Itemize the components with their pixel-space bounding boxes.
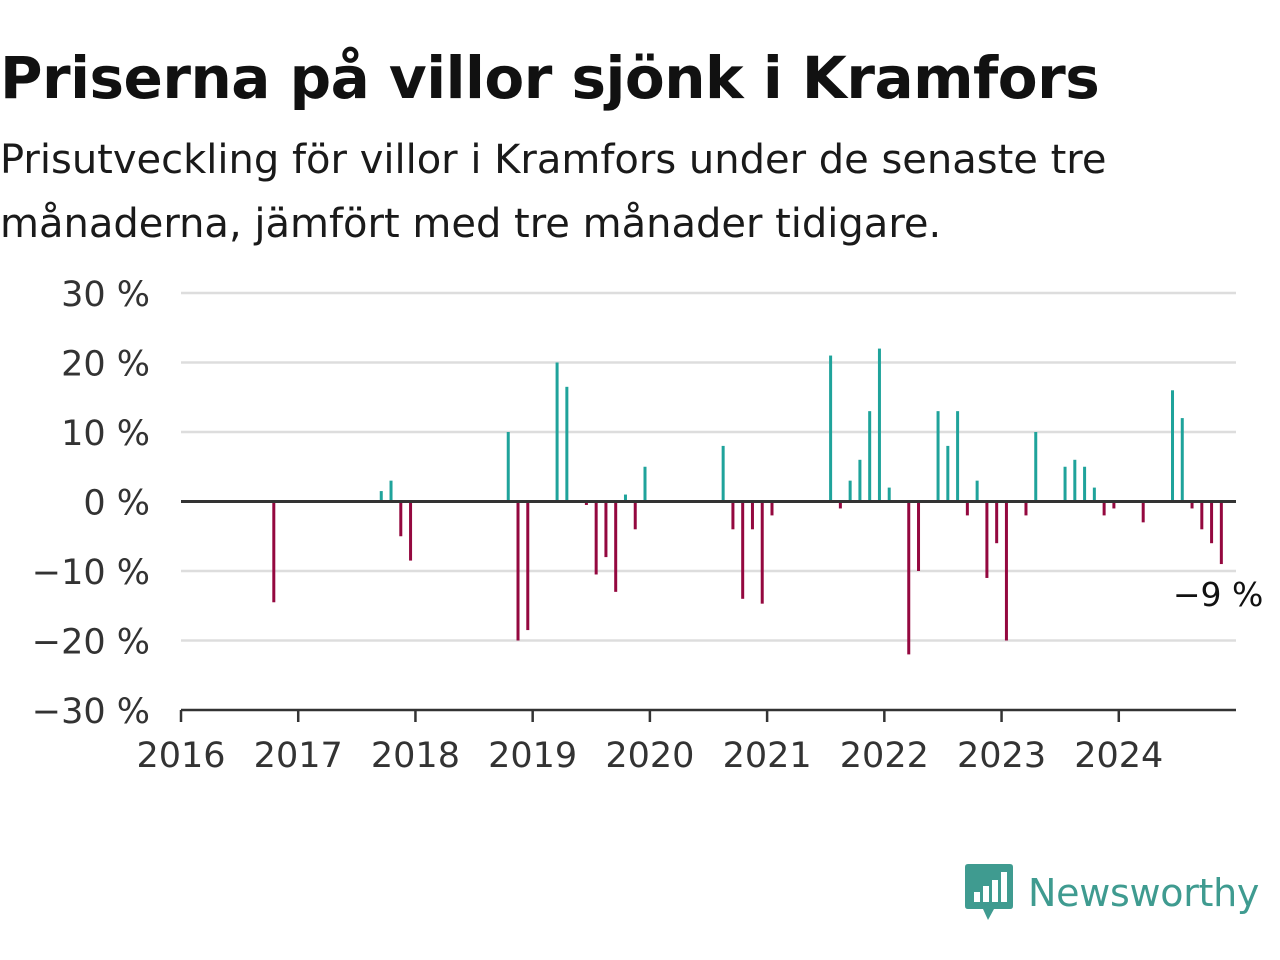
bar: [1200, 501, 1204, 530]
bar: [965, 501, 969, 516]
x-tick-label: 2018: [371, 736, 460, 776]
bar: [721, 445, 725, 502]
last-value-annotation: −9 %: [1173, 575, 1264, 614]
bar: [409, 501, 413, 561]
bar: [858, 459, 862, 502]
bar: [750, 501, 754, 530]
bar: [995, 501, 999, 544]
x-tick-label: 2022: [840, 736, 929, 776]
bar: [887, 487, 891, 502]
x-tick-label: 2024: [1074, 736, 1163, 776]
axis-labels: 30 % 20 % 10 % 0 % −10 % −20 % −30 %2016 2017 20…: [32, 275, 1264, 776]
bar: [829, 355, 833, 502]
newsworthy-logo-icon: [965, 864, 1013, 920]
y-tick-label: 20 %: [61, 345, 150, 385]
bar: [985, 501, 989, 578]
y-tick-label: 10 %: [61, 414, 150, 454]
bar: [868, 411, 872, 502]
bar: [633, 501, 637, 530]
bar: [555, 362, 559, 502]
chart-title: Priserna på villor sjönk i Kramfors: [0, 44, 1100, 112]
bar: [1171, 390, 1175, 502]
y-tick-label: −10 %: [32, 553, 150, 593]
bar: [506, 432, 510, 502]
bar: [584, 501, 588, 505]
x-tick-label: 2023: [957, 736, 1046, 776]
y-tick-label: 30 %: [61, 275, 150, 315]
bar: [1034, 432, 1038, 502]
bar: [975, 480, 979, 502]
bar: [643, 466, 647, 502]
bar: [1083, 466, 1087, 502]
brand-logo: Newsworthy: [964, 862, 1259, 924]
bar: [1141, 501, 1145, 523]
bar: [399, 501, 403, 537]
x-tick-label: 2021: [723, 736, 812, 776]
bar: [1004, 501, 1008, 641]
x-tick-label: 2016: [136, 736, 225, 776]
chart-subtitle: Prisutveckling för villor i Kramfors und…: [0, 137, 1107, 247]
bar: [1063, 466, 1067, 502]
bar: [956, 411, 960, 502]
x-tick-label: 2019: [488, 736, 577, 776]
y-tick-label: −30 %: [32, 692, 150, 732]
bar: [1092, 487, 1096, 502]
bar: [1190, 501, 1194, 509]
y-tick-label: 0 %: [83, 484, 150, 524]
x-tick-label: 2017: [254, 736, 343, 776]
gridlines: [181, 291, 1236, 642]
bar: [877, 348, 881, 502]
bar: [389, 480, 393, 502]
bar-chart: 30 % 20 % 10 % 0 % −10 % −20 % −30 %2016 2017 20…: [32, 275, 1264, 776]
x-tick-label: 2020: [605, 736, 694, 776]
bar: [1102, 501, 1106, 516]
bars: [272, 348, 1223, 655]
bar: [848, 480, 852, 502]
y-tick-label: −20 %: [32, 623, 150, 663]
bar: [1073, 459, 1077, 502]
bar: [614, 501, 618, 592]
bar: [1219, 501, 1223, 565]
bar: [838, 501, 842, 509]
bar: [917, 501, 921, 571]
axes: [179, 500, 1236, 722]
bar: [731, 501, 735, 530]
bar: [741, 501, 745, 599]
bar: [760, 501, 764, 604]
bar: [272, 501, 276, 603]
bar: [936, 411, 940, 502]
bar: [604, 501, 608, 558]
bar: [379, 491, 383, 502]
bar: [1210, 501, 1214, 544]
bar: [1024, 501, 1028, 516]
bar: [623, 494, 627, 502]
bar: [526, 501, 530, 631]
bar: [1180, 418, 1184, 502]
bar: [1112, 501, 1116, 509]
brand-name: Newsworthy: [1028, 871, 1260, 915]
bar: [946, 445, 950, 502]
bar: [770, 501, 774, 516]
bar: [594, 501, 598, 575]
bar: [516, 501, 520, 641]
bar: [565, 386, 569, 502]
bar: [907, 501, 911, 655]
